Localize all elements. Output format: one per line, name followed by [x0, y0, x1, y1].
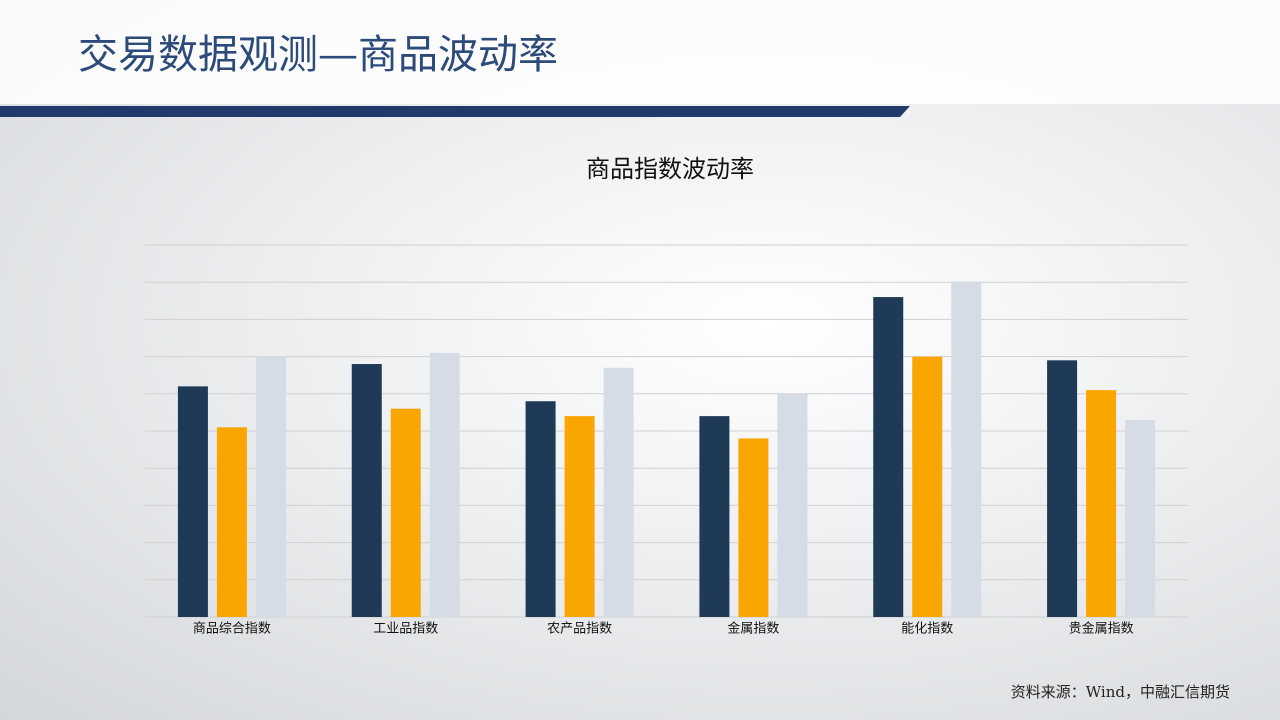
bar [951, 282, 982, 617]
bar [1125, 419, 1156, 617]
chart-title: 商品指数波动率 [586, 155, 754, 183]
bar [699, 416, 730, 617]
bar [564, 416, 595, 617]
x-tick-label: 商品综合指数 [193, 622, 271, 637]
bar [429, 352, 460, 617]
bar [912, 356, 943, 617]
x-tick-label: 农产品指数 [547, 622, 612, 637]
bar [351, 364, 382, 617]
bar [777, 393, 808, 617]
source-note: 资料来源：Wind，中融汇信期货 [1011, 683, 1230, 701]
x-tick-label: 金属指数 [727, 621, 779, 637]
bar [1047, 360, 1078, 617]
bar [738, 438, 769, 617]
bar [216, 427, 247, 617]
header-rule [0, 106, 910, 117]
bar [603, 367, 634, 617]
bar [177, 386, 208, 617]
x-tick-label: 贵金属指数 [1069, 621, 1134, 637]
header-band [0, 0, 1280, 104]
x-tick-label: 能化指数 [901, 622, 953, 637]
bar [255, 356, 286, 617]
bar [1086, 390, 1117, 617]
bar [873, 297, 904, 617]
bar [525, 401, 556, 617]
slide-title: 交易数据观测—商品波动率 [78, 32, 558, 78]
bar [390, 408, 421, 617]
x-tick-label: 工业品指数 [373, 622, 438, 637]
